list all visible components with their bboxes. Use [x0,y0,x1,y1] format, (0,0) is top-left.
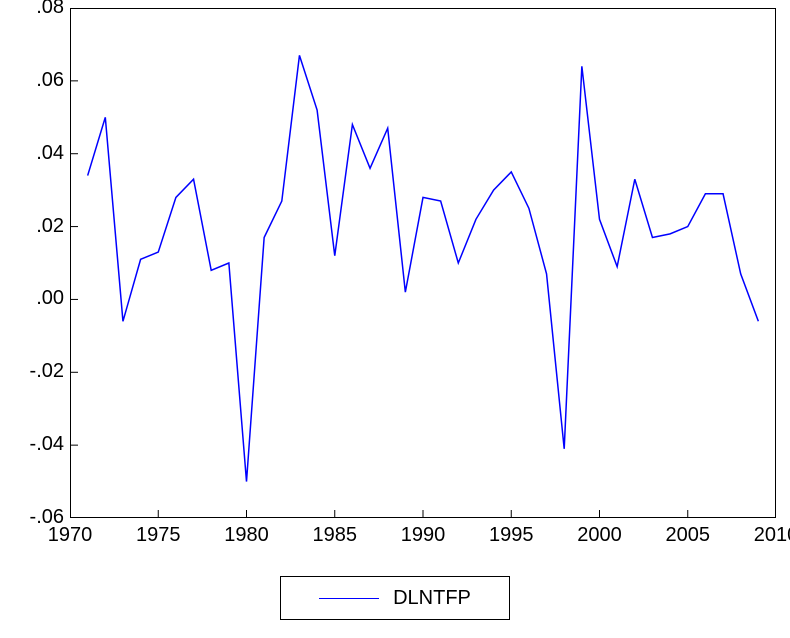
x-tick-label: 2005 [664,524,712,547]
x-tick-label: 1995 [487,524,535,547]
y-tick-label: .08 [36,0,64,19]
legend-line-sample [319,598,379,599]
y-tick-label: .00 [36,287,64,310]
chart-container: -.06-.04-.02.00.02.04.06.08 197019751980… [0,0,790,638]
y-tick-label: .06 [36,69,64,92]
x-tick-label: 2000 [576,524,624,547]
y-tick-label: -.02 [30,360,64,383]
x-tick-label: 2010 [752,524,790,547]
legend-box: DLNTFP [280,576,510,620]
x-tick-label: 1980 [223,524,271,547]
plot-area [70,8,776,518]
x-tick-label: 1985 [311,524,359,547]
x-tick-label: 1990 [399,524,447,547]
y-tick-label: .02 [36,215,64,238]
x-tick-label: 1970 [46,524,94,547]
x-tick-label: 1975 [134,524,182,547]
y-tick-label: .04 [36,142,64,165]
y-tick-label: -.04 [30,433,64,456]
legend-label: DLNTFP [393,587,471,610]
plot-svg [70,8,776,518]
